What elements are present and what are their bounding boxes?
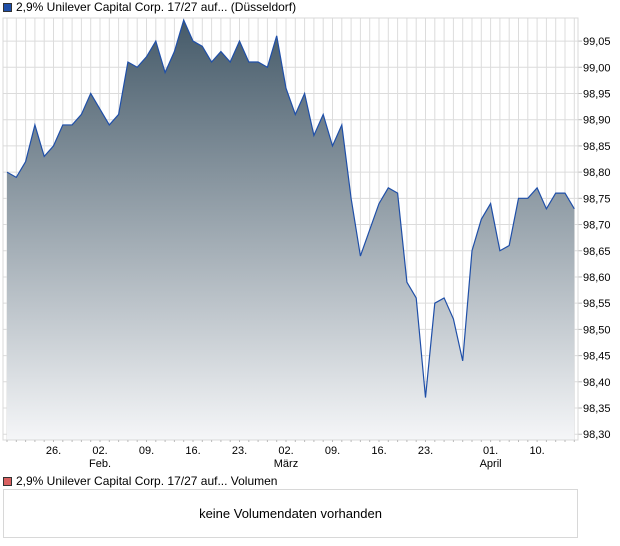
x-tick-label: 26.: [46, 445, 61, 457]
price-line: [6, 18, 575, 398]
x-tick-label: 10.: [529, 445, 544, 457]
y-tick-label: 98,70: [583, 220, 611, 232]
y-tick-label: 98,85: [583, 141, 611, 153]
x-month-label: März: [274, 458, 298, 470]
no-volume-message: keine Volumendaten vorhanden: [199, 506, 382, 521]
y-tick-label: 98,35: [583, 403, 611, 415]
x-tick-label: 01.: [483, 445, 498, 457]
x-tick-label: 09.: [139, 445, 154, 457]
price-legend: 2,9% Unilever Capital Corp. 17/27 auf...…: [3, 0, 296, 14]
price-chart: 98,30 98,35 98,40 98,45 98,50 98,55 98,60 98,65…: [2, 17, 611, 470]
price-legend-label: 2,9% Unilever Capital Corp. 17/27 auf...…: [16, 0, 297, 14]
volume-legend-swatch: [3, 476, 12, 486]
plot-frame: [2, 17, 579, 441]
y-tick-label: 98,45: [583, 351, 611, 363]
y-tick-label: 98,80: [583, 167, 611, 179]
x-tick-label: 02.: [278, 445, 293, 457]
y-tick-label: 99,05: [583, 36, 611, 48]
y-tick-label: 98,95: [583, 88, 611, 100]
axes: 98,30 98,35 98,40 98,45 98,50 98,55 98,60 98,65…: [2, 17, 611, 470]
volume-legend-label: 2,9% Unilever Capital Corp. 17/27 auf...…: [16, 474, 278, 488]
x-tick-label: 23.: [232, 445, 247, 457]
x-tick-label: 09.: [325, 445, 340, 457]
volume-panel: keine Volumendaten vorhanden: [3, 489, 578, 538]
price-legend-swatch: [3, 2, 12, 12]
price-series: [6, 18, 575, 441]
y-tick-label: 98,65: [583, 246, 611, 258]
x-tick-label: 16.: [185, 445, 200, 457]
price-area: [7, 20, 575, 441]
x-month-label: Feb.: [89, 458, 111, 470]
y-tick-label: 98,60: [583, 272, 611, 284]
volume-legend: 2,9% Unilever Capital Corp. 17/27 auf...…: [3, 474, 277, 488]
x-tick-label: 02.: [92, 445, 107, 457]
y-tick-label: 98,50: [583, 324, 611, 336]
x-tick-label: 23.: [418, 445, 433, 457]
x-tick-label: 16.: [371, 445, 386, 457]
y-tick-label: 98,75: [583, 193, 611, 205]
y-tick-label: 99,00: [583, 62, 611, 74]
y-tick-label: 98,30: [583, 429, 611, 441]
x-month-label: April: [480, 458, 502, 470]
y-tick-label: 98,40: [583, 377, 611, 389]
y-tick-label: 98,55: [583, 298, 611, 310]
y-tick-label: 98,90: [583, 115, 611, 127]
